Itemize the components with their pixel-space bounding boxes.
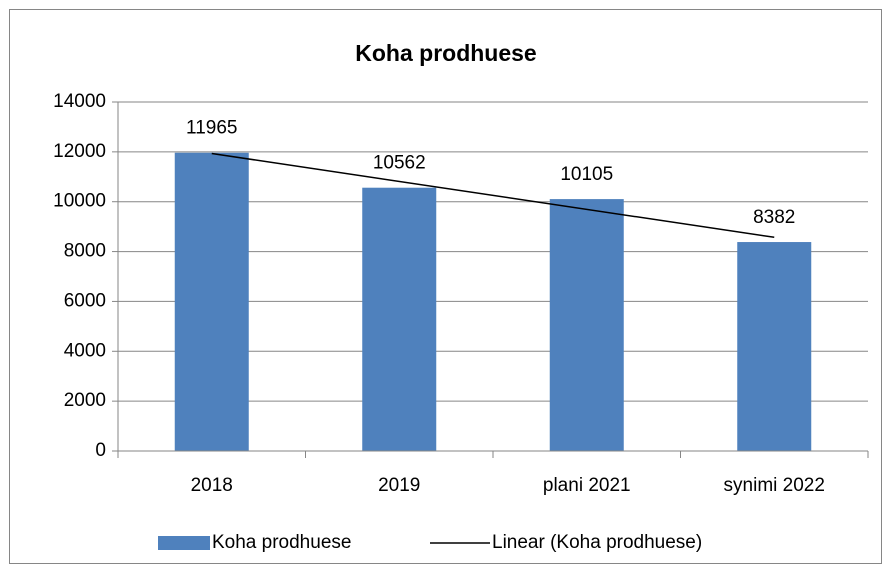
data-label: 10562 <box>373 153 426 174</box>
y-tick-label: 10000 <box>53 191 106 212</box>
legend-label: Koha prodhuese <box>212 532 351 553</box>
data-label: 10105 <box>560 164 613 185</box>
trendline <box>211 152 775 239</box>
bar <box>737 242 812 451</box>
legend-label: Linear (Koha prodhuese) <box>492 532 702 553</box>
x-tick-label: 2018 <box>191 475 233 496</box>
y-tick-label: 6000 <box>64 290 106 311</box>
x-tick-label: 2019 <box>378 475 420 496</box>
y-tick-label: 8000 <box>64 241 106 262</box>
legend-swatch <box>158 536 210 550</box>
x-tick-label: plani 2021 <box>543 475 631 496</box>
bar <box>549 199 624 451</box>
data-label: 11965 <box>186 118 237 139</box>
x-tick-label: synimi 2022 <box>724 475 825 496</box>
bar <box>174 152 249 451</box>
chart-title: Koha prodhuese <box>355 40 536 66</box>
y-tick-label: 4000 <box>64 340 106 361</box>
y-tick-label: 14000 <box>53 91 106 112</box>
bar <box>362 187 437 452</box>
y-tick-label: 0 <box>95 440 106 461</box>
y-tick-label: 12000 <box>53 141 106 162</box>
y-tick-label: 2000 <box>64 390 106 411</box>
data-label: 8382 <box>753 207 795 228</box>
